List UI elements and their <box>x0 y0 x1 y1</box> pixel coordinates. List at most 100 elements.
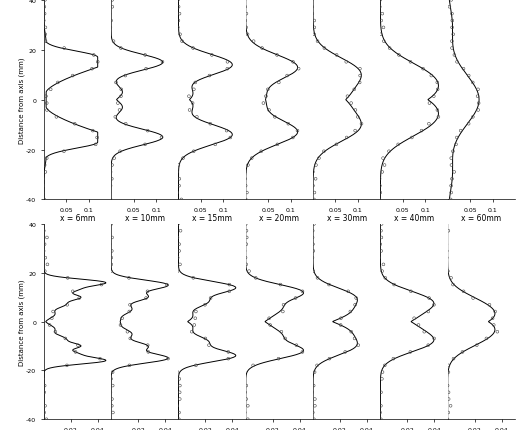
Point <box>394 141 402 148</box>
Point <box>40 248 48 255</box>
Point <box>91 141 100 148</box>
Point <box>444 362 453 369</box>
Point <box>447 162 456 169</box>
Point <box>125 275 133 282</box>
Point <box>430 94 438 101</box>
Point <box>206 121 215 128</box>
Point <box>241 255 250 261</box>
Point <box>125 362 134 369</box>
Point <box>430 335 438 342</box>
Point <box>244 32 252 39</box>
Point <box>61 335 70 342</box>
Point <box>175 11 184 18</box>
Point <box>448 11 456 18</box>
Point <box>248 155 256 162</box>
Point <box>239 375 248 382</box>
Point <box>71 121 79 128</box>
Point <box>40 409 49 416</box>
Point <box>243 190 251 197</box>
Point <box>352 295 360 302</box>
Point <box>54 80 62 87</box>
Point <box>240 369 249 376</box>
Point <box>122 121 130 128</box>
Point <box>98 282 106 289</box>
Point <box>310 190 318 197</box>
Point <box>245 268 253 275</box>
Point <box>175 396 184 402</box>
Point <box>309 248 317 255</box>
Point <box>279 308 287 315</box>
Point <box>208 52 216 59</box>
Point <box>473 342 481 349</box>
Point <box>105 228 114 235</box>
Point <box>441 234 449 241</box>
Point <box>43 261 52 268</box>
Point <box>141 141 149 148</box>
Point <box>474 87 482 94</box>
Point <box>376 409 384 416</box>
Point <box>107 268 115 275</box>
Point <box>350 335 359 342</box>
Point <box>108 402 116 409</box>
Point <box>242 396 250 402</box>
Point <box>389 355 397 362</box>
Point <box>343 94 351 101</box>
Point <box>310 382 318 389</box>
Point <box>309 241 317 248</box>
Point <box>188 329 196 335</box>
Point <box>449 32 457 39</box>
Point <box>244 416 252 423</box>
Point <box>173 234 182 241</box>
Point <box>107 18 115 25</box>
Point <box>259 100 267 107</box>
Point <box>41 25 50 32</box>
Point <box>277 282 285 289</box>
Point <box>105 11 114 18</box>
Point <box>309 169 317 176</box>
Point <box>108 369 117 376</box>
Point <box>223 59 232 66</box>
Point <box>205 73 214 80</box>
Point <box>312 162 320 169</box>
Point <box>489 315 497 322</box>
Point <box>444 409 453 416</box>
Point <box>106 241 114 248</box>
Point <box>185 107 194 114</box>
Point <box>241 176 249 183</box>
Point <box>351 107 360 114</box>
Point <box>310 32 318 39</box>
Point <box>243 234 251 241</box>
Point <box>469 80 477 87</box>
Point <box>174 221 182 228</box>
Point <box>445 4 454 11</box>
Point <box>475 100 483 107</box>
Point <box>257 148 265 155</box>
Point <box>178 39 186 46</box>
Point <box>71 349 79 356</box>
Point <box>448 25 456 32</box>
Point <box>425 121 433 128</box>
Point <box>346 308 354 315</box>
Point <box>332 141 341 148</box>
Point <box>192 308 200 315</box>
Y-axis label: Distance from axis (mm): Distance from axis (mm) <box>18 279 25 365</box>
Point <box>41 169 50 176</box>
Point <box>240 248 249 255</box>
Point <box>174 0 182 4</box>
Point <box>242 382 250 389</box>
Point <box>88 66 96 73</box>
Point <box>310 197 318 203</box>
Point <box>201 335 209 342</box>
Point <box>42 94 50 101</box>
Point <box>51 329 59 335</box>
Point <box>442 241 450 248</box>
Point <box>179 155 187 162</box>
Point <box>434 114 443 121</box>
Point <box>313 362 321 369</box>
Point <box>275 355 283 362</box>
Point <box>258 46 266 52</box>
Point <box>378 369 386 376</box>
Point <box>63 275 72 282</box>
Point <box>447 275 455 282</box>
Point <box>310 18 318 25</box>
